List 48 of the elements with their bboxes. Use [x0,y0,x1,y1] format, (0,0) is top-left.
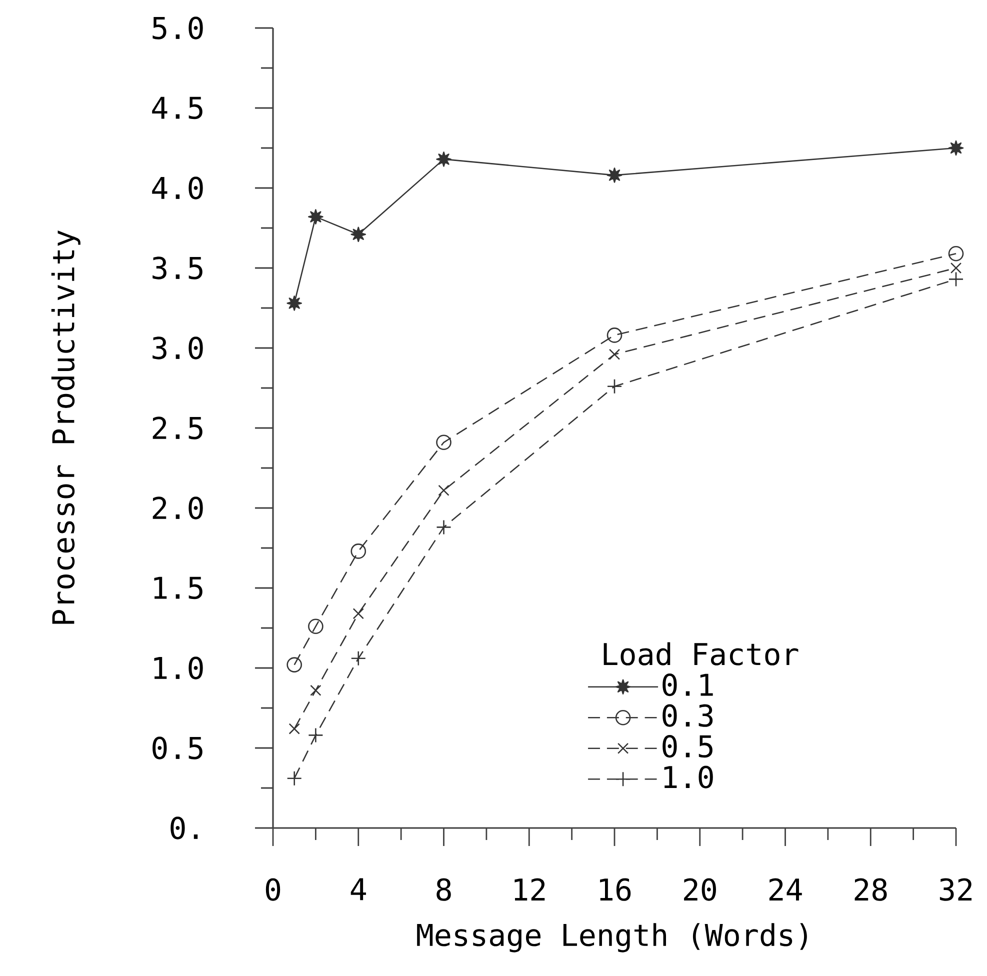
y-tick-label: 1.0 [154,656,203,680]
x-tick-label: 28 [854,878,887,901]
point [350,226,366,242]
point [948,140,964,156]
point [950,262,962,274]
y-axis-title: Processor Productivity [51,230,80,624]
point [948,272,964,287]
x-tick-label: 32 [940,878,972,901]
point [288,723,300,734]
point [606,168,622,183]
legend-label: 1.0 [664,766,713,788]
y-tick-label: 0. [170,816,198,840]
x-tick-label: 8 [436,878,451,901]
point [308,209,324,224]
x-tick-label: 0 [266,878,280,901]
x-tick-label: 20 [684,878,716,901]
point [350,544,366,559]
point [948,246,964,262]
legend-label: 0.1 [662,673,713,696]
x-tick-label: 16 [600,878,631,901]
point [436,434,452,450]
point [606,328,622,343]
y-tick-label: 3.5 [152,256,202,280]
y-tick-label: 4.0 [152,176,203,200]
x-axis-title: Message Length (Words) [417,923,807,952]
point [606,378,622,394]
y-tick-label: 5.0 [152,16,203,40]
point [286,296,302,311]
legend-label: 0.3 [662,704,713,727]
point [352,608,364,620]
point [438,484,450,496]
point [310,684,322,696]
legend-label: 0.5 [662,734,712,758]
y-tick-label: 2.0 [152,496,203,520]
x-tick-label: 24 [769,878,802,900]
x-tick-label: 4 [350,878,366,900]
point [286,657,302,672]
point [308,618,324,634]
x-tick-label: 12 [514,878,545,900]
legend-title: Load Factor [604,642,798,666]
y-tick-label: 1.5 [154,576,202,600]
y-tick-label: 4.5 [152,96,202,120]
point [350,650,366,666]
point [436,152,452,167]
y-tick-label: 0.5 [152,736,202,760]
y-tick-label: 3.0 [152,336,203,360]
point [608,348,620,360]
y-tick-label: 2.5 [152,416,202,440]
